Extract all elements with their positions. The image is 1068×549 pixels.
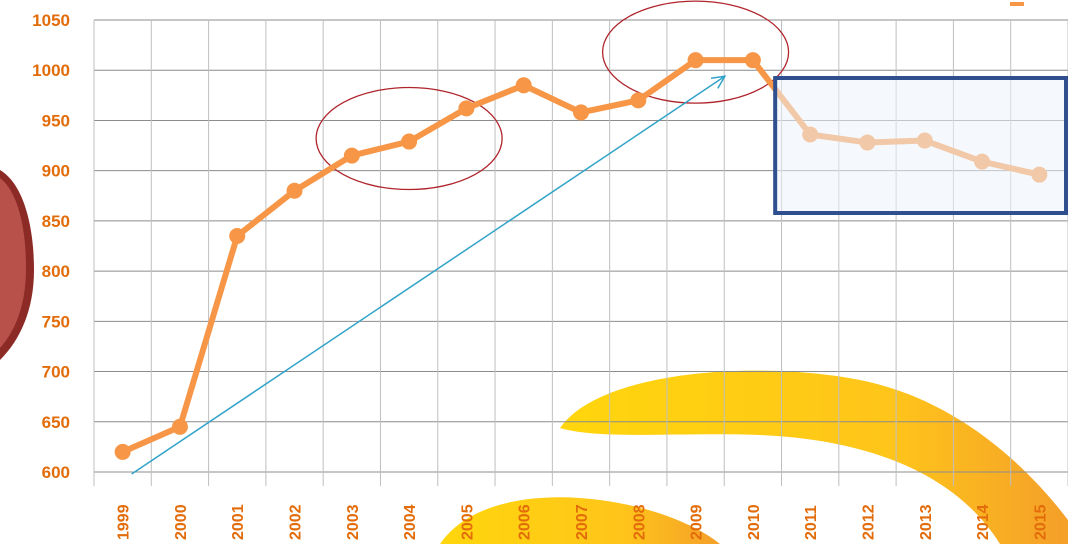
data-point bbox=[744, 52, 761, 69]
y-tick-label: 800 bbox=[42, 262, 70, 281]
y-tick-label: 600 bbox=[42, 463, 70, 482]
y-tick-label: 900 bbox=[42, 162, 70, 181]
decor-disk-left-highlight bbox=[0, 178, 26, 348]
data-point bbox=[401, 133, 418, 150]
data-point bbox=[171, 418, 188, 435]
x-tick-label: 2002 bbox=[288, 504, 305, 540]
data-point bbox=[286, 182, 303, 199]
x-tick-label: 2005 bbox=[459, 504, 476, 540]
y-tick-label: 1050 bbox=[32, 11, 70, 30]
y-tick-label: 750 bbox=[42, 312, 70, 331]
chart-highlight-layer bbox=[773, 76, 1068, 215]
y-tick-label: 650 bbox=[42, 413, 70, 432]
decor-title-fragment bbox=[1010, 2, 1024, 6]
data-point bbox=[229, 227, 246, 244]
y-tick-label: 950 bbox=[42, 111, 70, 130]
x-tick-label: 2009 bbox=[689, 504, 706, 540]
annotation-ellipse bbox=[315, 86, 503, 191]
x-tick-label: 2010 bbox=[746, 504, 763, 540]
data-point bbox=[687, 52, 704, 69]
y-tick-label: 850 bbox=[42, 212, 70, 231]
y-tick-label: 700 bbox=[42, 363, 70, 382]
decor-swoosh-right bbox=[560, 370, 1068, 544]
data-point bbox=[114, 443, 131, 460]
trend-arrow-line bbox=[131, 75, 726, 475]
chart-tick-labels: 600 650 700 750 800 850 900 950 1000 1050 1999 2000… bbox=[32, 11, 1049, 540]
y-tick-label: 1000 bbox=[32, 61, 70, 80]
x-tick-label: 2004 bbox=[402, 504, 419, 540]
chart-annotations bbox=[131, 0, 790, 475]
data-point bbox=[515, 77, 532, 94]
data-point bbox=[573, 104, 589, 121]
x-tick-label: 2000 bbox=[173, 504, 190, 540]
annotation-ellipse bbox=[601, 0, 790, 104]
decor-swoosh-bottom bbox=[440, 497, 720, 544]
trend-arrow-head bbox=[710, 75, 727, 89]
x-tick-label: 1999 bbox=[116, 504, 133, 540]
x-tick-label: 2012 bbox=[860, 504, 877, 540]
x-tick-label: 2008 bbox=[631, 504, 648, 540]
x-tick-label: 2001 bbox=[230, 504, 247, 540]
x-tick-label: 2007 bbox=[574, 504, 591, 540]
x-tick-label: 2015 bbox=[1032, 504, 1049, 540]
x-tick-label: 2006 bbox=[517, 504, 534, 540]
x-tick-label: 2003 bbox=[345, 504, 362, 540]
x-tick-label: 2014 bbox=[975, 504, 992, 540]
highlight-box bbox=[773, 76, 1068, 215]
data-point bbox=[458, 100, 475, 117]
data-point bbox=[630, 92, 647, 109]
x-tick-label: 2013 bbox=[918, 504, 935, 540]
data-point bbox=[343, 147, 360, 164]
x-tick-label: 2011 bbox=[803, 505, 820, 540]
